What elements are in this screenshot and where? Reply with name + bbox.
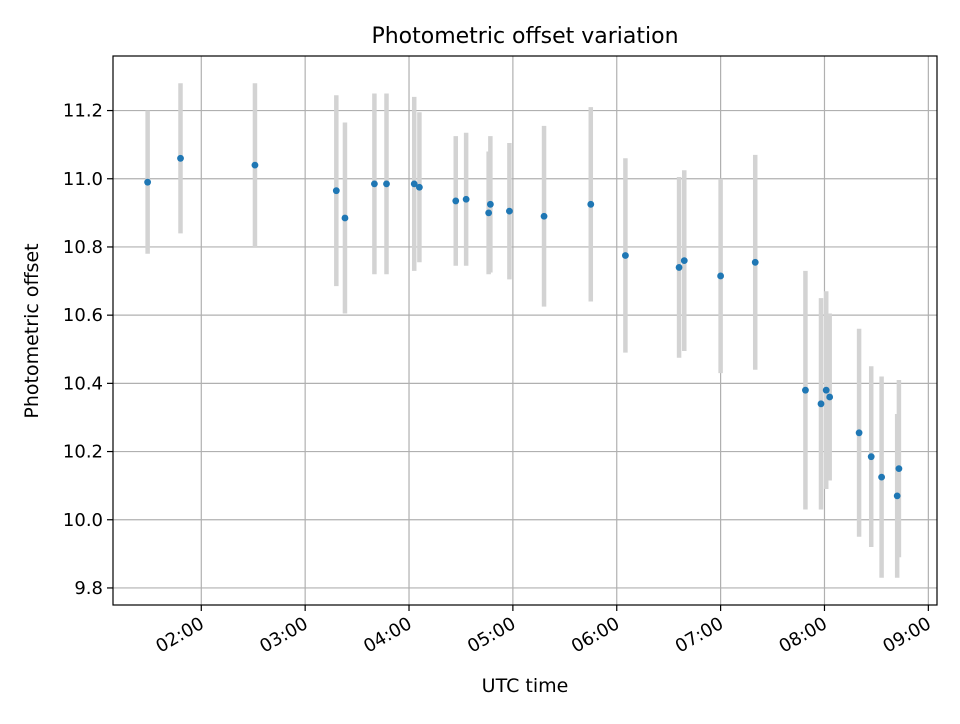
data-point (177, 154, 184, 162)
data-point (383, 180, 390, 188)
data-point (802, 386, 809, 394)
y-tick-label: 10.6 (63, 305, 103, 326)
data-point (462, 195, 470, 203)
y-tick-label: 10.8 (63, 237, 103, 258)
data-point (251, 161, 259, 169)
chart-title: Photometric offset variation (371, 24, 678, 49)
data-point (893, 492, 901, 500)
data-point (370, 180, 378, 188)
data-point (878, 473, 886, 481)
data-point (486, 200, 494, 208)
plot-frame (112, 55, 938, 606)
data-point (144, 178, 152, 186)
data-point (822, 386, 830, 394)
y-tick-label: 10.0 (63, 510, 103, 531)
data-point (622, 252, 629, 259)
data-point (506, 207, 513, 215)
data-point (867, 453, 875, 461)
data-point (587, 200, 595, 208)
data-point (826, 393, 834, 401)
data-point (895, 465, 903, 473)
y-tick-label: 9.8 (74, 578, 103, 599)
x-axis-label: UTC time (482, 675, 569, 697)
data-point (680, 257, 688, 264)
y-axis-label: Photometric offset (21, 243, 43, 418)
data-point (485, 209, 493, 217)
data-point (855, 429, 863, 437)
tick-layer: 02:00 03:00 04:00 05:00 06:00 07:00 08:00 09:00… (63, 101, 935, 658)
data-point (332, 187, 340, 195)
y-tick-label: 11.0 (63, 169, 103, 190)
data-point (675, 264, 683, 271)
data-point (751, 258, 759, 266)
data-point (410, 180, 418, 188)
data-point (452, 197, 460, 205)
y-tick-label: 11.2 (63, 101, 103, 122)
point-layer (144, 154, 903, 500)
data-point (717, 272, 725, 280)
data-point (341, 214, 349, 222)
y-tick-label: 10.4 (63, 373, 103, 394)
data-point (817, 400, 825, 408)
data-point (416, 183, 423, 191)
y-tick-label: 10.2 (63, 442, 103, 463)
data-point (540, 212, 548, 220)
